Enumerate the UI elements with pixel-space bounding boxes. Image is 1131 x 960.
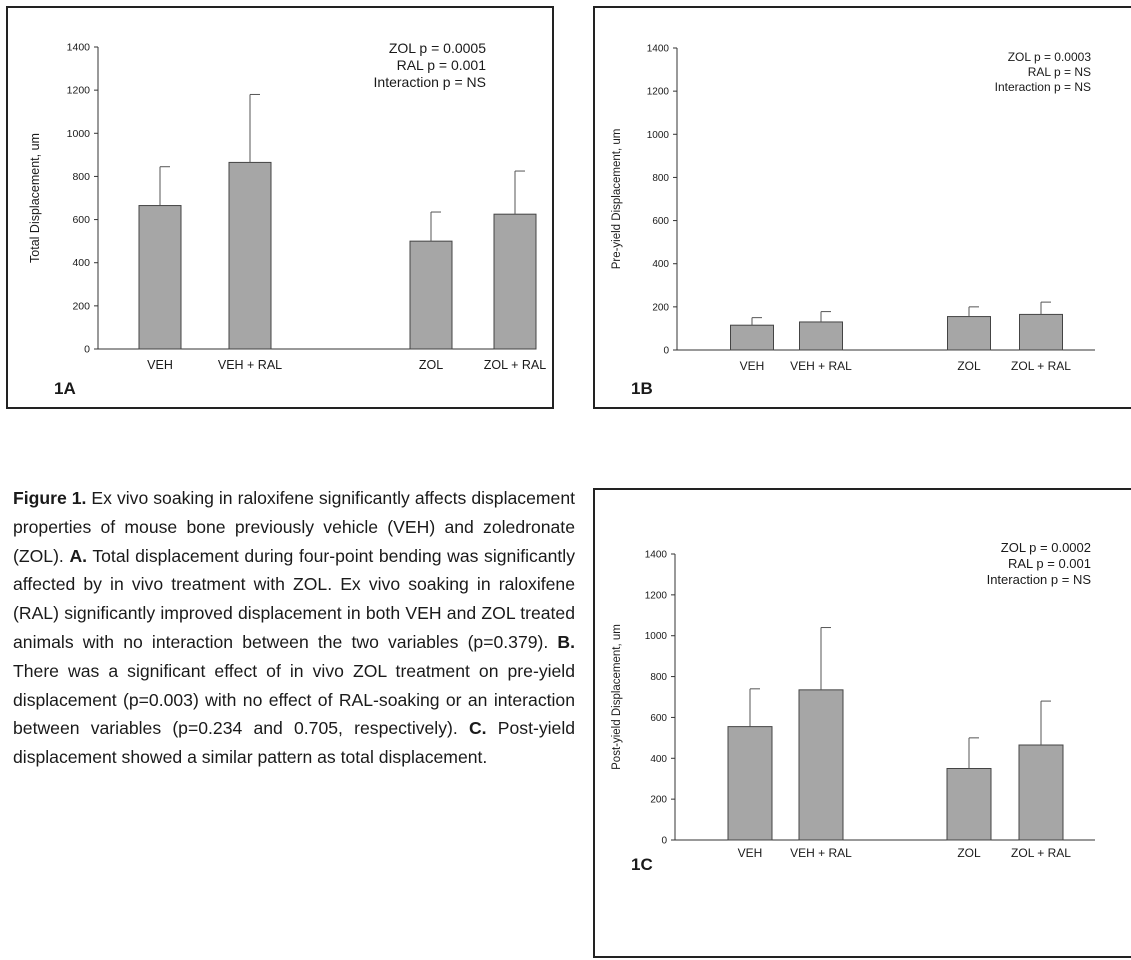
stats-line: Interaction p = NS (986, 572, 1091, 587)
panel-label-1a: 1A (54, 379, 76, 398)
stats-line: Interaction p = NS (373, 74, 486, 90)
chart-1c-svg: 0 200 400 600 800 1000 1200 1400 VEH VEH + RAL ZOL… (611, 550, 1095, 860)
y-tick-label-1b: 200 (652, 302, 669, 313)
y-tick-label-1a: 0 (84, 344, 90, 356)
x-tick-label-1a: ZOL (419, 358, 443, 372)
x-tick-label-1a: ZOL + RAL (484, 358, 546, 372)
x-tick-label-1a: VEH (147, 358, 173, 372)
panel-label-1c: 1C (631, 855, 653, 874)
y-tick-label-1a: 400 (72, 257, 90, 269)
y-tick-label-1a: 1400 (67, 42, 91, 54)
caption-b-text: There was a significant effect of in viv… (13, 660, 575, 739)
bar-1a (409, 240, 453, 350)
y-tick-label-1a: 800 (72, 171, 90, 183)
y-tick-label-1b: 1200 (647, 87, 670, 98)
y-tick-label-1c: 400 (650, 754, 667, 765)
y-tick-label-1b: 800 (652, 173, 669, 184)
y-tick-label-1b: 600 (652, 216, 669, 227)
y-tick-label-1c: 1000 (645, 631, 668, 642)
caption-a-text: Total displacement during four-point ben… (13, 545, 575, 652)
bar-1a (228, 161, 272, 350)
y-tick-label-1a: 200 (72, 300, 90, 312)
bar-1c (798, 689, 844, 841)
chart-panel-1c: 0 200 400 600 800 1000 1200 1400 VEH VEH + RAL ZOL… (593, 488, 1131, 958)
y-tick-label-1c: 1200 (645, 590, 668, 601)
y-axis-label-1c: Post-yield Displacement, um (611, 624, 623, 770)
bar-1a (138, 205, 182, 350)
x-tick-label-1b: VEH + RAL (790, 359, 852, 373)
y-tick-label-1c: 800 (650, 672, 667, 683)
figure-caption: Figure 1. Ex vivo soaking in raloxifene … (13, 484, 575, 772)
stats-line: ZOL p = 0.0003 (1007, 50, 1091, 64)
y-tick-label-1c: 0 (661, 836, 667, 847)
stats-line: ZOL p = 0.0005 (388, 40, 486, 56)
caption-c-text: Post-yield displacement showed a similar… (13, 718, 576, 768)
bar-1a (493, 213, 537, 350)
y-axis-label-1b: Pre-yield Displacement, um (611, 129, 623, 270)
bar-1c (1018, 744, 1064, 841)
bar-1c (727, 726, 773, 841)
chart-1b-svg: 0 200 400 600 800 1000 1200 1400 VEH VEH + RAL ZOL… (611, 44, 1095, 373)
chart-panel-1b: 0 200 400 600 800 1000 1200 1400 VEH VEH + RAL ZOL… (593, 6, 1131, 409)
y-tick-label-1b: 400 (652, 259, 669, 270)
x-tick-label-1c: ZOL + RAL (1011, 846, 1071, 860)
x-tick-label-1c: VEH + RAL (790, 846, 852, 860)
y-tick-label-1c: 200 (650, 795, 667, 806)
bar-1b (730, 324, 774, 351)
bar-1b (1019, 313, 1063, 351)
x-tick-label-1a: VEH + RAL (218, 358, 282, 372)
caption-a-label: A. (69, 545, 88, 566)
caption-b-label: B. (557, 631, 575, 652)
x-tick-label-1c: ZOL (957, 846, 981, 860)
stats-annotation-1a: ZOL p = 0.0005 RAL p = 0.001 Interaction… (374, 40, 486, 91)
caption-c-label: C. (468, 718, 487, 739)
bar-1c (946, 768, 992, 841)
stats-line: Interaction p = NS (994, 80, 1091, 94)
stats-line: ZOL p = 0.0002 (1000, 540, 1091, 555)
chart-1a-svg: 0 200 400 600 800 1000 1200 1400 VEH VEH + RAL ZOL… (28, 42, 546, 373)
y-tick-label-1a: 1200 (67, 85, 91, 97)
y-tick-label-1b: 0 (663, 346, 669, 357)
x-tick-label-1b: ZOL (957, 359, 981, 373)
bar-1b (799, 321, 843, 351)
caption-figure-label: Figure 1. (13, 488, 87, 508)
y-tick-label-1a: 1000 (67, 128, 91, 140)
y-tick-label-1a: 600 (72, 214, 90, 226)
y-tick-label-1b: 1400 (647, 44, 670, 55)
stats-annotation-1c: ZOL p = 0.0002 RAL p = 0.001 Interaction… (987, 540, 1091, 588)
bar-1b (947, 316, 991, 351)
y-axis-label-1a: Total Displacement, um (28, 133, 42, 263)
y-tick-label-1c: 1400 (645, 550, 668, 561)
stats-line: RAL p = NS (1027, 65, 1091, 79)
stats-line: RAL p = 0.001 (396, 57, 486, 73)
y-tick-label-1b: 1000 (647, 130, 670, 141)
y-tick-label-1c: 600 (650, 713, 667, 724)
x-tick-label-1b: ZOL + RAL (1011, 359, 1071, 373)
panel-label-1b: 1B (631, 379, 653, 398)
x-tick-label-1c: VEH (738, 846, 763, 860)
stats-line: RAL p = 0.001 (1008, 556, 1091, 571)
stats-annotation-1b: ZOL p = 0.0003 RAL p = NS Interaction p … (995, 50, 1091, 95)
caption-intro: Ex vivo soaking in raloxifene significan… (13, 488, 575, 566)
x-tick-label-1b: VEH (740, 359, 765, 373)
chart-panel-1a: 0 200 400 600 800 1000 1200 1400 VEH VEH + RAL ZOL… (6, 6, 554, 409)
